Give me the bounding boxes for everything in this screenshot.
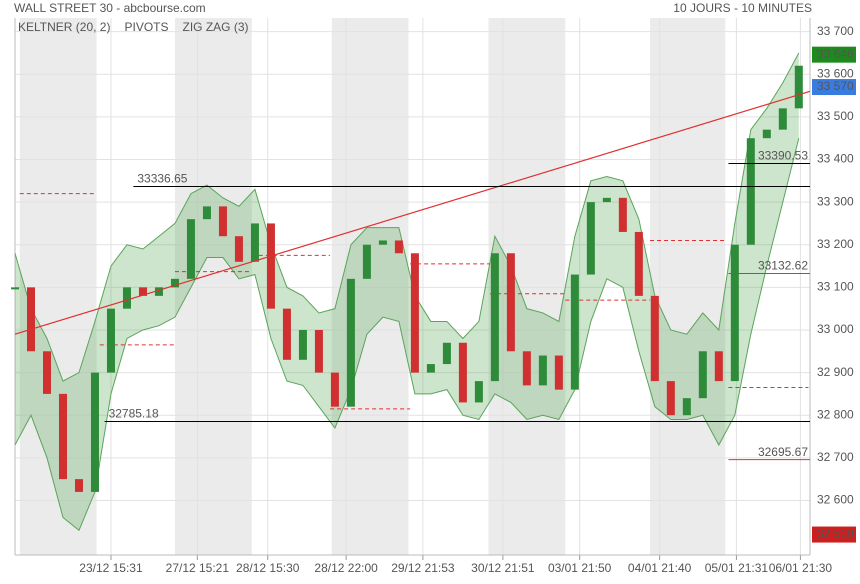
candle [122,287,131,309]
trend-line [14,90,811,335]
candle [538,355,547,386]
y-tick-label: 32 800 [817,407,854,421]
y-tick-label: 33 200 [817,237,854,251]
level-label: 32695.67 [758,445,808,459]
candle [730,244,739,382]
candle [106,308,115,373]
candle [282,308,291,360]
x-tick-label: 06/01 21:30 [769,561,833,575]
candle [506,253,515,352]
y-tick-label: 33 100 [817,280,854,294]
price-tag-label: 33 646 [817,47,854,61]
x-tick-label: 03/01 21:50 [548,561,612,575]
level-label: 32785.18 [109,407,159,421]
candle [26,287,35,352]
candle [11,287,19,290]
candle [330,372,339,407]
candle [602,197,611,203]
candle [634,231,643,296]
candle [666,381,675,416]
candle [58,393,67,480]
candle [410,253,419,373]
level-label: 33336.65 [137,172,187,186]
x-tick-label: 27/12 15:21 [166,561,230,575]
candle [378,240,387,245]
legend-entry: KELTNER (20, 2) [18,20,110,34]
y-tick-label: 32 900 [817,365,854,379]
y-tick-label: 32 700 [817,450,854,464]
candle [154,287,163,296]
candle [554,355,563,390]
candle [298,329,307,360]
candle [586,202,595,275]
y-tick-label: 32 600 [817,493,854,507]
candle [682,398,691,416]
price-tag [812,79,856,96]
chart-title: WALL STREET 30 - abcbourse.com [14,1,206,15]
candle [202,206,211,220]
level-label: 33390.53 [758,149,808,163]
candle [442,342,451,365]
candle [314,329,323,373]
candle [794,65,803,109]
candle [490,253,499,382]
session-band [650,18,726,555]
legend-entry: PIVOTS [124,20,168,34]
price-tag [812,526,856,543]
candle [426,364,435,373]
candle [42,351,51,394]
x-tick-label: 28/12 15:30 [236,561,300,575]
session-band [331,18,409,555]
chart-subtitle: 10 JOURS - 10 MINUTES [673,1,812,15]
y-tick-label: 33 000 [817,322,854,336]
candle [266,223,275,309]
level-label: 33132.62 [758,259,808,273]
session-band [19,18,97,555]
x-tick-label: 29/12 21:53 [391,561,455,575]
keltner-lower [14,138,800,532]
session-band [488,18,566,555]
legend-entry: ZIG ZAG (3) [183,20,249,34]
x-tick-label: 23/12 15:31 [79,561,143,575]
candle [522,351,531,386]
keltner-area [15,52,799,531]
x-tick-label: 28/12 22:00 [314,561,378,575]
x-tick-label: 30/12 21:51 [471,561,535,575]
candle [778,108,787,130]
candle [186,219,195,279]
candle [570,274,579,390]
candle [250,223,259,262]
candle [170,278,179,288]
candle [234,236,243,262]
y-tick-label: 33 300 [817,194,854,208]
candle [474,381,483,403]
candle [346,278,355,407]
candle [218,206,227,237]
candle [90,372,99,492]
y-tick-label: 33 400 [817,152,854,166]
candle [714,351,723,382]
candle [362,244,371,279]
candle [458,342,467,403]
candle [74,479,83,492]
candle [394,240,403,254]
candle [618,197,627,232]
price-tag [812,46,856,63]
keltner-upper [14,52,800,382]
candle [138,287,147,296]
x-tick-label: 04/01 21:40 [628,561,692,575]
y-tick-label: 33 600 [817,66,854,80]
price-tag-label: 32 520 [817,527,854,541]
candle [698,351,707,399]
price-tag-label: 33 570 [817,79,854,93]
x-tick-label: 05/01 21:31 [705,561,769,575]
candle [650,295,659,382]
y-tick-label: 33 500 [817,109,854,123]
candle [762,129,771,139]
y-tick-label: 33 700 [817,24,854,38]
candle [746,138,755,245]
session-band [174,18,252,555]
